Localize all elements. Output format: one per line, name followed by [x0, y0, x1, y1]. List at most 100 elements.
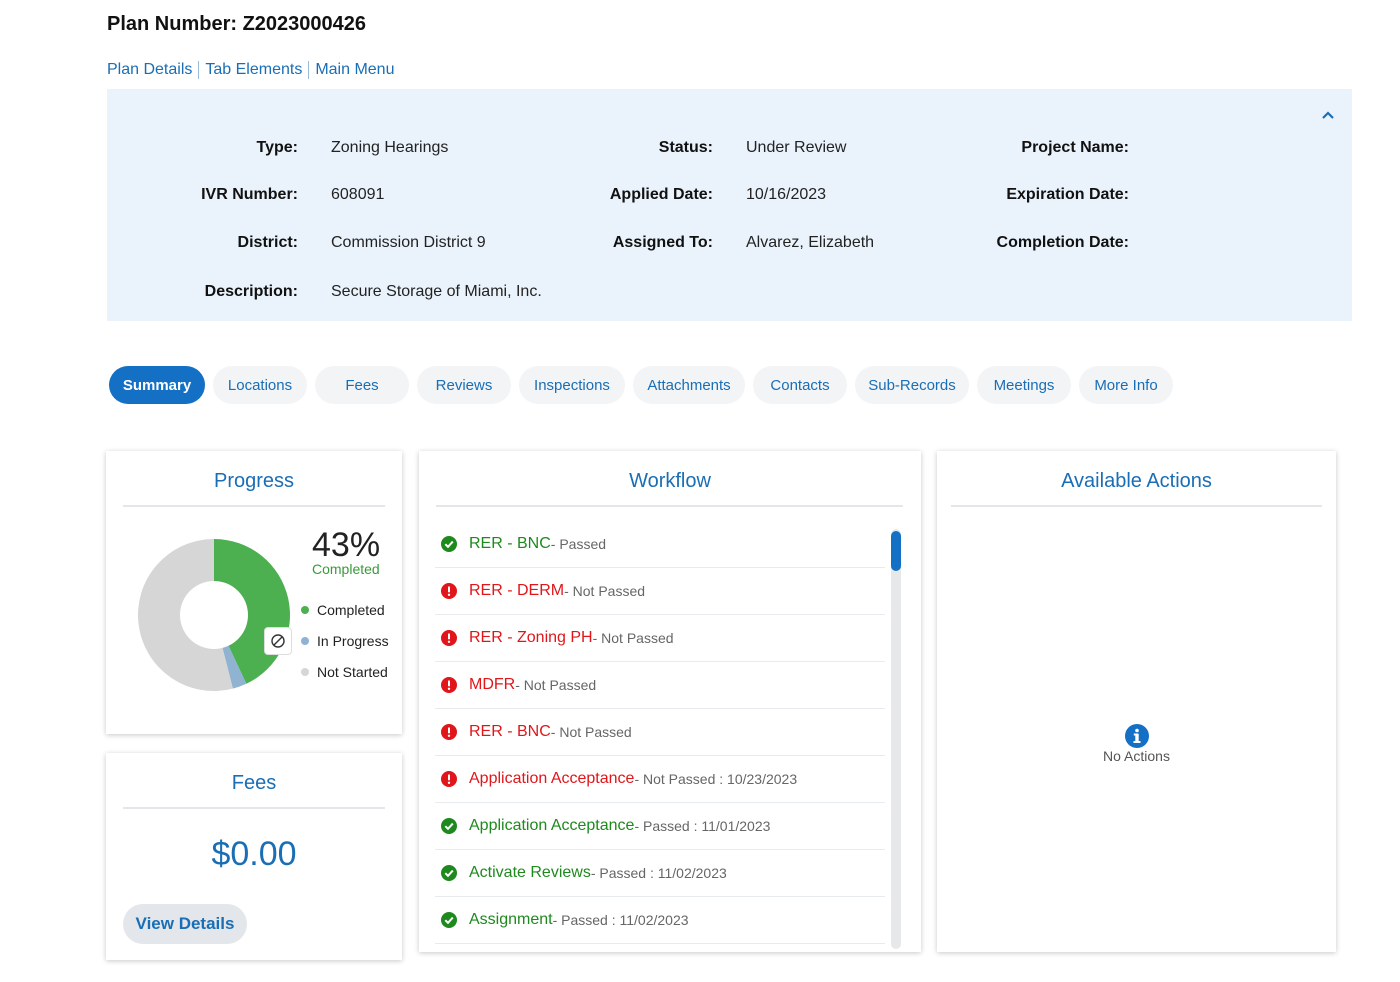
workflow-item[interactable]: Application Acceptance - Not Passed : 10… [435, 756, 885, 803]
tab-attachments[interactable]: Attachments [633, 366, 745, 404]
workflow-item-status: - Passed : 11/01/2023 [634, 818, 771, 834]
card-divider [951, 505, 1322, 507]
completion-date-label: Completion Date: [996, 234, 1129, 251]
workflow-item-name[interactable]: Application Acceptance [469, 817, 635, 834]
assigned-to-label: Assigned To: [612, 234, 713, 251]
collapse-button[interactable] [1320, 107, 1336, 123]
applied-date-value: 10/16/2023 [746, 186, 827, 203]
donut-segment-not-started[interactable] [137, 539, 233, 691]
workflow-item[interactable]: MDFR - Not Passed [435, 662, 885, 709]
workflow-item-name[interactable]: RER - BNC [469, 535, 551, 552]
tab-summary[interactable]: Summary [109, 366, 205, 404]
check-circle-icon [441, 536, 457, 552]
workflow-item-name[interactable]: Assignment [469, 911, 553, 928]
district-value: Commission District 9 [331, 234, 486, 251]
legend-dot-not-started [301, 668, 309, 676]
exclamation-circle-icon [441, 630, 457, 646]
workflow-title: Workflow [629, 470, 711, 492]
fees-card: Fees $0.00 View Details [106, 753, 402, 960]
plan-title: Plan Number: Z2023000426 [107, 13, 367, 35]
view-details-button[interactable]: View Details [123, 904, 247, 944]
workflow-item-name[interactable]: Activate Reviews [469, 864, 591, 881]
available-actions-title: Available Actions [1061, 470, 1212, 492]
progress-percent: 43% [312, 526, 381, 564]
donut-segment-in-progress[interactable] [222, 645, 247, 689]
progress-completed-caption: Completed [312, 561, 380, 577]
tab-sub-records[interactable]: Sub-Records [855, 366, 969, 404]
workflow-item-status: - Not Passed [564, 583, 646, 599]
workflow-item[interactable]: RER - Zoning PH - Not Passed [435, 615, 885, 662]
workflow-item-name[interactable]: RER - BNC [469, 723, 551, 740]
legend-not-started[interactable]: Not Started [301, 664, 388, 680]
ivr-number-value: 608091 [331, 186, 385, 203]
progress-title: Progress [213, 470, 295, 492]
no-actions-text: No Actions [1103, 748, 1170, 764]
tab-fees[interactable]: Fees [315, 366, 409, 404]
workflow-item[interactable]: RER - DERM - Not Passed [435, 568, 885, 615]
legend-label: Completed [317, 602, 385, 618]
applied-date-label: Applied Date: [609, 186, 713, 203]
exclamation-circle-icon [441, 724, 457, 740]
legend-label: In Progress [317, 633, 389, 649]
status-value: Under Review [746, 139, 847, 156]
workflow-item-status: - Not Passed : 10/23/2023 [634, 771, 798, 787]
main-menu-link[interactable]: Main Menu [315, 61, 395, 78]
tab-more-info[interactable]: More Info [1079, 366, 1173, 404]
assigned-to-value: Alvarez, Elizabeth [746, 234, 875, 251]
tab-elements-link[interactable]: Tab Elements [205, 61, 303, 78]
tab-reviews[interactable]: Reviews [417, 366, 511, 404]
plan-details-link[interactable]: Plan Details [107, 61, 193, 78]
chevron-up-icon [1322, 111, 1334, 119]
workflow-item-status: - Not Passed [550, 724, 632, 740]
description-value: Secure Storage of Miami, Inc. [331, 283, 542, 300]
workflow-list: RER - BNC - Passed RER - DERM - Not Passe… [435, 521, 885, 953]
progress-card: Progress 43% Completed Completed In Prog… [106, 451, 402, 734]
type-value: Zoning Hearings [331, 139, 449, 156]
exclamation-circle-icon [441, 771, 457, 787]
scrollbar-thumb[interactable] [891, 531, 901, 571]
workflow-item-status: - Passed : 11/02/2023 [552, 912, 689, 928]
legend-in-progress[interactable]: In Progress [301, 633, 389, 649]
workflow-item-status: - Passed : 11/02/2023 [590, 865, 727, 881]
card-divider [123, 505, 385, 507]
top-links: Plan Details Tab Elements Main Menu [107, 61, 394, 79]
link-divider [198, 61, 200, 79]
info-icon [1125, 724, 1149, 748]
type-label: Type: [256, 139, 298, 156]
tab-inspections[interactable]: Inspections [519, 366, 625, 404]
project-name-label: Project Name: [1021, 139, 1129, 156]
district-label: District: [237, 234, 298, 251]
exclamation-circle-icon [441, 677, 457, 693]
workflow-scrollbar[interactable] [891, 529, 901, 949]
card-divider [436, 505, 903, 507]
legend-dot-in-progress [301, 637, 309, 645]
legend-dot-completed [301, 606, 309, 614]
fees-title: Fees [231, 772, 277, 794]
tab-contacts[interactable]: Contacts [753, 366, 847, 404]
workflow-item[interactable]: RER - BNC - Passed [435, 521, 885, 568]
status-label: Status: [658, 139, 713, 156]
link-divider [308, 61, 310, 79]
workflow-item-name[interactable]: MDFR [469, 676, 516, 693]
workflow-item[interactable]: RER - BNC - Not Passed [435, 709, 885, 756]
plan-details-panel: Type: Zoning Hearings IVR Number: 608091… [107, 89, 1352, 321]
workflow-item-name[interactable]: RER - Zoning PH [469, 629, 593, 646]
workflow-item-name[interactable]: Application Acceptance [469, 770, 635, 787]
exclamation-circle-icon [441, 583, 457, 599]
expiration-date-label: Expiration Date: [1006, 186, 1129, 203]
legend-label: Not Started [317, 664, 388, 680]
tab-locations[interactable]: Locations [213, 366, 307, 404]
workflow-item-name[interactable]: RER - DERM [469, 582, 565, 599]
workflow-item[interactable]: Assignment - Passed : 11/02/2023 [435, 897, 885, 944]
workflow-item[interactable]: Application Acceptance - Passed : 11/01/… [435, 803, 885, 850]
workflow-item[interactable]: Activate Reviews - Passed : 11/02/2023 [435, 850, 885, 897]
tab-meetings[interactable]: Meetings [977, 366, 1071, 404]
progress-donut-chart [137, 539, 290, 691]
workflow-item-status: - Not Passed [515, 677, 597, 693]
workflow-card: Workflow RER - BNC - Passed RER - DERM - … [419, 451, 921, 952]
workflow-item-status: - Not Passed [592, 630, 674, 646]
check-circle-icon [441, 912, 457, 928]
available-actions-card: Available Actions No Actions [937, 451, 1336, 952]
not-applicable-icon[interactable] [264, 627, 292, 655]
legend-completed[interactable]: Completed [301, 602, 385, 618]
